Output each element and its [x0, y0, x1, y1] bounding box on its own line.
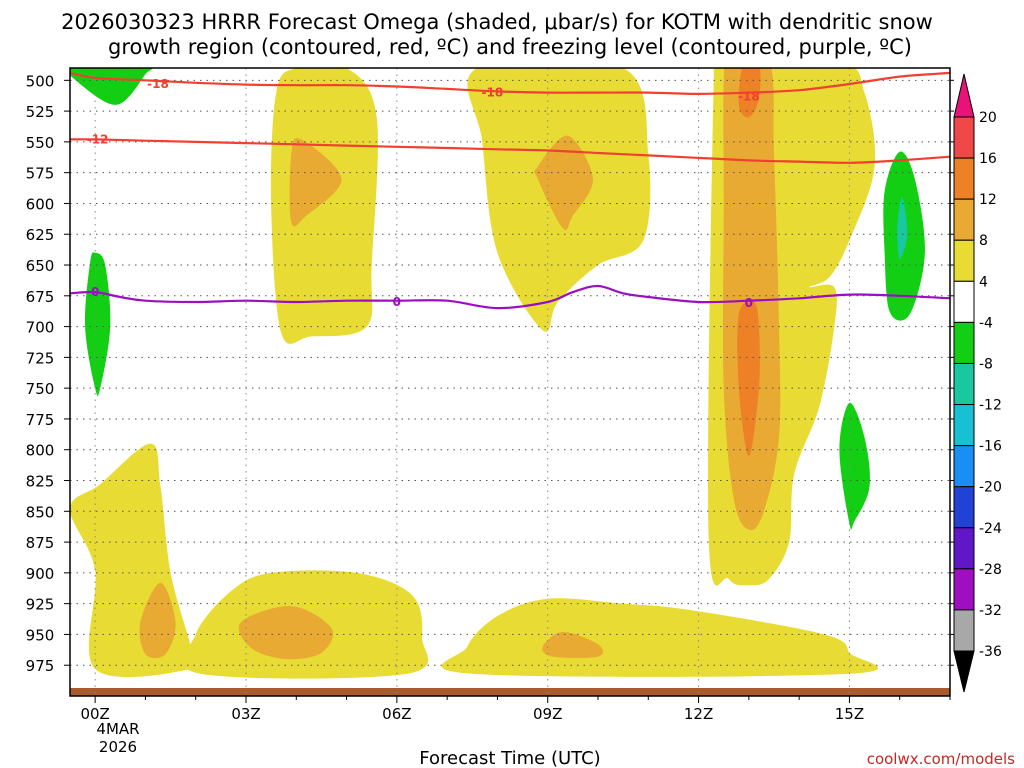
colorbar-bin-3 — [953, 198, 975, 241]
colorbar-label-6: -8 — [979, 356, 993, 372]
colorbar-label-5: -4 — [979, 315, 993, 331]
colorbar-label-4: 4 — [979, 274, 988, 290]
plot-frame — [69, 67, 951, 697]
y-axis: 500 525 550 575 600 625 650 675 700 725 750 775 800 8… — [26, 72, 954, 675]
dgz-contour--12-label-0: -12 — [87, 132, 109, 146]
x-tick-label-09Z: 09Z — [533, 705, 562, 723]
y-tick-label-950: 950 — [26, 626, 55, 644]
y-tick-label-525: 525 — [26, 103, 55, 121]
y-tick-label-775: 775 — [26, 411, 55, 429]
y-tick-label-500: 500 — [26, 72, 55, 90]
colorbar-bin-2 — [953, 157, 975, 200]
freezing-level-contour-line — [70, 284, 950, 310]
omega-region-3 — [534, 135, 594, 230]
colorbar-bin-7 — [953, 362, 975, 406]
colorbar-label-12: -32 — [979, 603, 1002, 619]
y-tick-label-600: 600 — [26, 195, 55, 213]
y-tick-label-925: 925 — [26, 596, 55, 614]
omega-region-0 — [270, 68, 378, 344]
x-tick-label-06Z: 06Z — [382, 705, 411, 723]
colorbar-bin-5 — [953, 280, 975, 323]
colorbar-label-11: -28 — [979, 562, 1002, 578]
x-tick-label-00Z: 00Z — [80, 705, 109, 723]
colorbar-label-1: 16 — [979, 151, 997, 167]
colorbar-bin-13 — [953, 609, 975, 652]
colorbar-bin-11 — [953, 527, 975, 570]
colorbar-bin-9 — [953, 445, 975, 488]
colorbar-bin-6 — [953, 321, 975, 364]
colorbar-label-8: -16 — [979, 439, 1002, 455]
y-tick-label-575: 575 — [26, 165, 55, 183]
ground-surface-band — [70, 688, 950, 696]
x-tick-label-15Z: 15Z — [835, 705, 864, 723]
colorbar-bin-10 — [953, 486, 975, 529]
y-tick-label-975: 975 — [26, 657, 55, 675]
colorbar-label-9: -20 — [979, 480, 1002, 496]
x-tick-label-12Z: 12Z — [684, 705, 713, 723]
dgz-contour--12-line — [70, 138, 950, 164]
colorbar-label-7: -12 — [979, 398, 1002, 414]
omega-region-9 — [139, 582, 176, 659]
y-tick-label-650: 650 — [26, 257, 55, 275]
omega-region-13 — [542, 631, 604, 658]
dgz-contour--18-label-0: -18 — [147, 77, 169, 91]
omega-region-11 — [238, 606, 334, 660]
omega-region-15 — [84, 252, 111, 396]
chart-title-line-2: growth region (contoured, red, ºC) and f… — [108, 35, 912, 59]
colorbar-bin-8 — [953, 404, 975, 447]
x-axis-title: Forecast Time (UTC) — [419, 748, 600, 768]
watermark: coolwx.com/models — [867, 750, 1015, 768]
omega-region-5 — [722, 68, 781, 531]
omega-region-1 — [289, 138, 342, 227]
colorbar-bin-12 — [953, 568, 975, 611]
y-tick-label-725: 725 — [26, 349, 55, 367]
y-tick-label-625: 625 — [26, 226, 55, 244]
colorbar-label-2: 12 — [979, 192, 997, 208]
omega-region-18 — [839, 402, 870, 530]
omega-region-6 — [737, 300, 760, 456]
x-date-label-day: 4MAR — [96, 720, 139, 738]
y-tick-label-675: 675 — [26, 288, 55, 306]
dgz-contour--18-line — [70, 71, 950, 96]
dgz-contour--18-label-1: -18 — [482, 86, 504, 100]
colorbar-bin-4 — [953, 239, 975, 282]
dgz-contour--18-label-2: -18 — [738, 89, 760, 103]
y-tick-label-700: 700 — [26, 319, 55, 337]
colorbar-bin-bottom — [953, 650, 975, 693]
x-axis: 00Z 03Z 06Z 09Z 12Z 15Z — [80, 696, 951, 723]
freezing-level-contour-label-0: 0 — [91, 285, 99, 299]
omega-region-12 — [441, 598, 879, 677]
colorbar-label-0: 20 — [979, 110, 997, 126]
y-tick-label-750: 750 — [26, 380, 55, 398]
colorbar-bin-top — [953, 73, 975, 118]
y-tick-label-825: 825 — [26, 473, 55, 491]
colorbar: 20 16 12 8 4 -4 -8 -12 -16 -20 -24 -28 -32 -36 — [953, 73, 1002, 693]
plot-area: -18 -18 -18 -12 0 0 0 — [69, 67, 951, 697]
colorbar-label-13: -36 — [979, 644, 1002, 660]
grid — [70, 68, 950, 696]
y-tick-label-900: 900 — [26, 565, 55, 583]
x-date-label-year: 2026 — [99, 738, 137, 756]
y-tick-label-850: 850 — [26, 503, 55, 521]
freezing-level-contour-label-2: 0 — [745, 296, 753, 310]
y-tick-label-875: 875 — [26, 534, 55, 552]
omega-region-17 — [897, 197, 908, 259]
colorbar-bin-1 — [953, 116, 975, 159]
chart-title-line-1: 2026030323 HRRR Forecast Omega (shaded, … — [61, 10, 933, 34]
contours: -18 -18 -18 -12 0 0 0 — [70, 71, 950, 310]
colorbar-label-3: 8 — [979, 233, 988, 249]
y-tick-label-550: 550 — [26, 134, 55, 152]
y-tick-label-800: 800 — [26, 442, 55, 460]
freezing-level-contour-label-1: 0 — [393, 295, 401, 309]
colorbar-label-10: -24 — [979, 521, 1002, 537]
x-tick-label-03Z: 03Z — [231, 705, 260, 723]
